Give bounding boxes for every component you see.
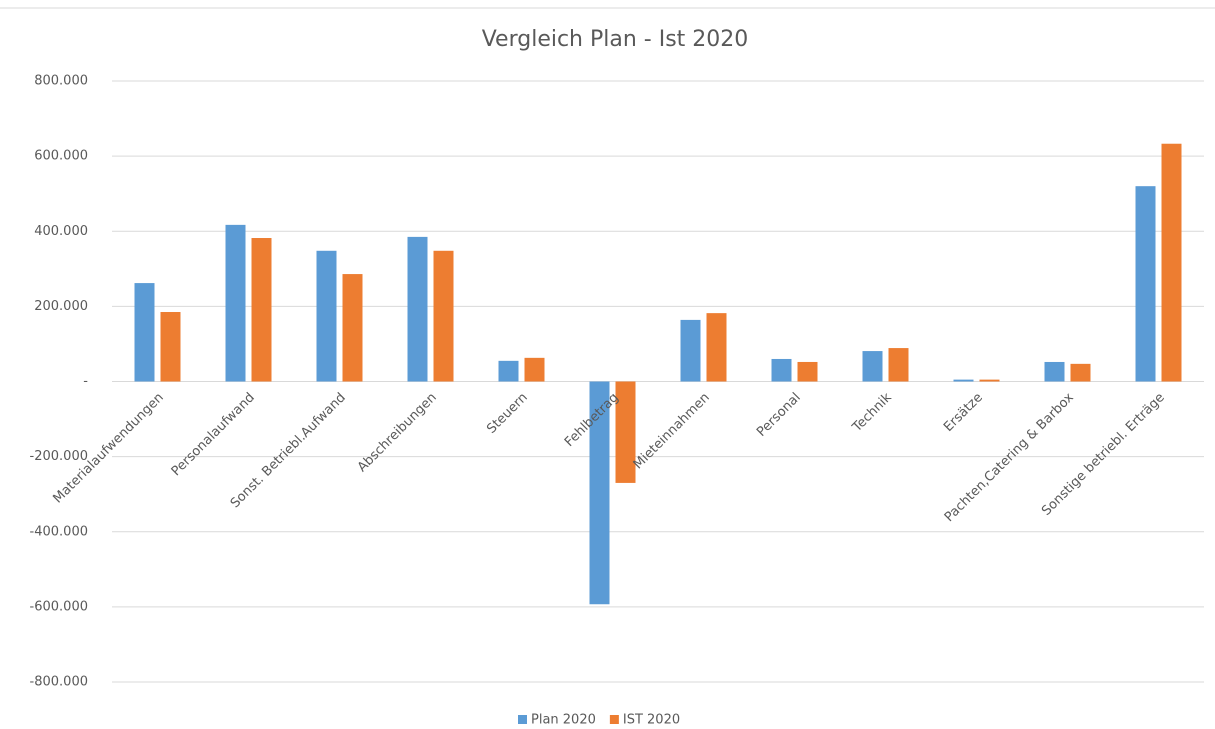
x-tick-label: Abschreibungen — [355, 390, 440, 475]
bar — [615, 381, 636, 483]
x-tick-label: Ersätze — [941, 390, 986, 435]
y-tick-label: 800.000 — [34, 74, 88, 89]
bar — [1161, 143, 1182, 382]
bar — [771, 358, 792, 382]
chart-title: Vergleich Plan - Ist 2020 — [482, 27, 749, 52]
bar — [953, 379, 974, 382]
bar — [680, 319, 701, 382]
y-tick-label: -400.000 — [30, 524, 88, 539]
x-tick-label: Steuern — [484, 390, 531, 437]
y-tick-label: - — [83, 374, 88, 389]
bar — [862, 351, 883, 382]
bar — [433, 250, 454, 382]
y-tick-label: 600.000 — [34, 149, 88, 164]
y-tick-label: 200.000 — [34, 299, 88, 314]
legend-label: Plan 2020 — [531, 713, 596, 728]
bar — [797, 361, 818, 382]
bar — [706, 313, 727, 382]
bar — [1135, 186, 1156, 382]
bar — [225, 224, 246, 382]
bar — [498, 360, 519, 382]
y-tick-label: -800.000 — [30, 675, 88, 690]
x-tick-label: Technik — [849, 390, 895, 436]
bar — [407, 236, 428, 382]
bar — [316, 250, 337, 382]
bar — [160, 312, 181, 382]
bar — [979, 379, 1000, 382]
bar — [589, 381, 610, 605]
x-tick-label: Personalaufwand — [169, 390, 258, 479]
x-tick-label: Mieteinnahmen — [631, 390, 713, 472]
y-tick-label: -200.000 — [30, 449, 88, 464]
bar — [134, 283, 155, 382]
legend-label: IST 2020 — [623, 713, 680, 728]
x-tick-label: Personal — [754, 390, 804, 440]
legend-swatch — [609, 715, 619, 724]
y-tick-label: 400.000 — [34, 224, 88, 239]
bar — [1070, 363, 1091, 382]
legend-swatch — [518, 715, 527, 724]
bar — [1044, 361, 1065, 382]
bar — [342, 274, 363, 382]
bar — [524, 357, 545, 382]
y-tick-label: -600.000 — [30, 599, 88, 614]
bar — [888, 348, 909, 382]
bar — [251, 238, 272, 382]
